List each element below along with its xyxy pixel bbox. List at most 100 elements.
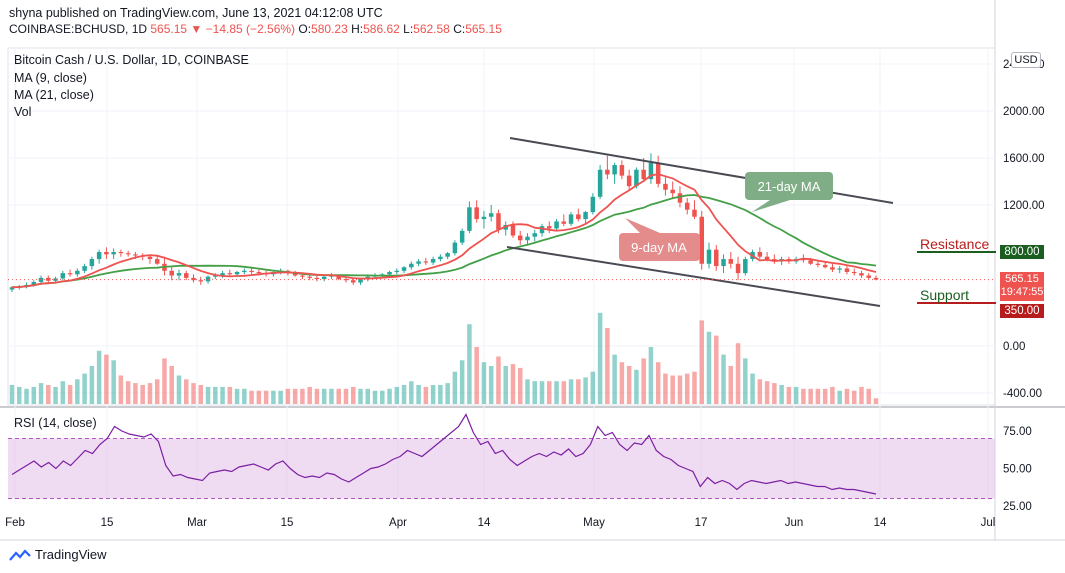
candle-body [764, 256, 770, 260]
candle-body [677, 193, 683, 203]
volume-bar [496, 356, 501, 404]
volume-bar [394, 386, 400, 404]
volume-bar [692, 371, 697, 404]
candle-body [256, 271, 262, 274]
volume-bar [583, 377, 588, 404]
candle-body [430, 259, 436, 263]
x-tick-label: 15 [101, 517, 114, 529]
candle-body [568, 214, 574, 224]
open-value: 580.23 [311, 22, 348, 36]
volume-bar [655, 362, 661, 404]
volume-bar [380, 390, 385, 404]
volume-bar [851, 390, 857, 404]
candle-body [496, 213, 501, 230]
volume-bar [663, 373, 668, 404]
volume-bar [438, 385, 443, 404]
candle-body [220, 273, 225, 276]
candle-body [89, 259, 95, 267]
volume-bar [263, 390, 269, 404]
ma21-legend[interactable]: MA (21, close) [14, 88, 94, 102]
x-tick-label: Mar [187, 517, 207, 529]
x-tick-label: 14 [874, 517, 887, 529]
candle-body [532, 233, 538, 237]
last-price: 565.15 [1005, 273, 1039, 285]
volume-bar [488, 366, 494, 404]
rsi-legend[interactable]: RSI (14, close) [14, 416, 97, 430]
candle-body [75, 270, 80, 275]
volume-bar [714, 335, 719, 404]
volume-bar [184, 379, 189, 404]
volume-bar [576, 379, 581, 404]
volume-bar [510, 364, 516, 404]
volume-bar [561, 381, 567, 404]
volume-bar [17, 386, 22, 404]
candle-body [488, 213, 494, 217]
candle-body [859, 273, 864, 276]
volume-bar [822, 388, 828, 404]
candle-body [757, 252, 763, 257]
volume-bar [503, 366, 508, 404]
volume-bar [285, 388, 291, 404]
volume-bar [118, 375, 124, 404]
tradingview-logo[interactable]: TradingView [9, 547, 107, 562]
price-tick-label: 0.00 [1003, 341, 1025, 353]
candle-body [815, 263, 821, 265]
volume-bar [517, 367, 523, 404]
volume-bar [779, 385, 784, 404]
candle-body [735, 263, 741, 274]
candle-body [147, 256, 153, 260]
x-tick-label: Apr [389, 517, 407, 529]
candle-body [336, 275, 341, 280]
volume-bar [793, 386, 799, 404]
volume-bar [67, 385, 73, 404]
volume-bar [605, 328, 610, 404]
volume-bar [154, 379, 160, 404]
x-tick-label: 17 [695, 517, 708, 529]
volume-bar [445, 383, 450, 404]
volume-bar [31, 386, 37, 404]
candle-body [561, 221, 567, 224]
x-tick-label: Feb [5, 517, 25, 529]
candle-body [234, 271, 240, 275]
candle-body [728, 259, 734, 264]
volume-bar [626, 366, 632, 404]
candle-body [844, 268, 850, 272]
ma9-legend[interactable]: MA (9, close) [14, 71, 87, 85]
vol-legend[interactable]: Vol [14, 105, 32, 119]
open-label: O: [298, 22, 312, 36]
low-label: L: [403, 22, 414, 36]
candle-body [242, 270, 247, 272]
volume-bar [837, 390, 842, 404]
chart-title: Bitcoin Cash / U.S. Dollar, 1D, COINBASE [14, 53, 249, 67]
candle-body [612, 165, 617, 175]
candle-body [321, 276, 327, 280]
candle-body [808, 260, 813, 264]
volume-bar [350, 386, 356, 404]
volume-bar [721, 354, 726, 404]
ma21-callout-box [745, 172, 833, 200]
volume-bar [401, 385, 407, 404]
candle-body [721, 259, 726, 267]
volume-bar [547, 381, 552, 404]
volume-bar [532, 381, 538, 404]
volume-bar [125, 381, 131, 404]
volume-bar [227, 386, 233, 404]
volume-bar [387, 388, 392, 404]
candle-body [525, 236, 530, 241]
last-price-tag: 565.15 19:47:55 [1000, 272, 1044, 301]
volume-bar [743, 358, 748, 404]
volume-bar [75, 379, 80, 404]
currency-button[interactable]: USD [1011, 52, 1041, 68]
candle-body [714, 249, 719, 267]
ma9-callout-pointer [625, 218, 660, 233]
volume-bar [111, 360, 116, 404]
candle-body [438, 256, 443, 260]
candle-body [31, 281, 37, 285]
candle-body [641, 169, 646, 180]
close-value-2: 565.15 [465, 22, 502, 36]
volume-bar [525, 379, 530, 404]
volume-bar [307, 386, 312, 404]
volume-bar [612, 354, 617, 404]
candle-body [227, 273, 233, 275]
